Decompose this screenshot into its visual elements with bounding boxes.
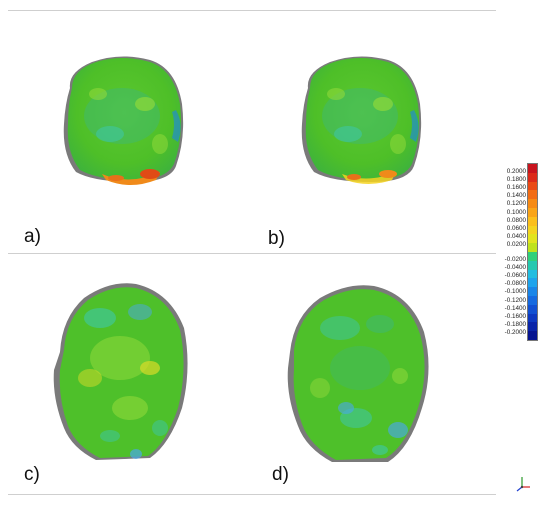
panel-a: a) [10,14,250,250]
mesh-front-view-c [53,283,188,460]
color-scale-tick-label: -0.1400 [504,304,526,312]
color-scale-segment [528,164,537,173]
color-scale-segment [528,172,537,182]
color-scale-segment [528,207,537,217]
color-scale-segment [528,278,537,288]
color-scale-tick-label: 0.1200 [506,200,526,208]
panel-label: c) [24,464,40,485]
axis-triad-icon [516,477,530,492]
color-scale-tick-label: -0.1000 [504,288,526,296]
color-scale-segment [528,287,537,296]
panel-label: a) [24,226,41,247]
color-scale-segment [528,181,537,191]
color-scale-segment [528,251,537,261]
color-scale-segment [528,190,537,200]
color-scale-tick-label: -0.0400 [504,264,526,272]
color-scale-tick-label: 0.1000 [506,208,526,216]
panel-label: d) [272,464,289,485]
color-scale-segment [528,234,537,244]
panel-label: b) [268,228,285,249]
color-scale-tick-label: 0.0200 [506,240,526,248]
color-scale-tick-label: -0.0600 [504,272,526,280]
color-scale-segment [528,295,537,305]
color-scale-segment [528,313,537,323]
color-scale-bar [527,163,538,341]
color-scale-segment [528,304,537,314]
panel-c: c) [10,258,250,492]
mesh-top-view-a [63,56,184,185]
color-scale-segment [528,225,537,235]
color-scale-tick-label: 0.2000 [506,168,526,175]
color-scale-tick-label: -0.2000 [504,328,526,336]
color-scale-tick-label: -0.1200 [504,296,526,304]
color-scale-tick-label: -0.0200 [504,256,526,263]
color-scale-tick-label: 0.0800 [506,216,526,224]
color-scale-tick-label: 0.1800 [506,176,526,184]
middle-divider [8,253,496,254]
color-scale-tick-label: 0.0400 [506,232,526,240]
panel-b: b) [250,14,490,250]
color-scale-segment [528,331,537,340]
top-divider [8,10,496,11]
color-scale-tick-label: 0.1400 [506,192,526,200]
color-scale-tick-label: 0.1600 [506,184,526,192]
panel-d: d) [250,258,490,492]
color-scale-tick-label: -0.1600 [504,312,526,320]
color-scale-segment [528,199,537,208]
mesh-front-view-d [287,285,429,462]
color-scale-segment [528,269,537,279]
mesh-surface [293,289,425,460]
color-scale-legend: 0.2000 0.1800 0.1600 0.1400 0.1200 0.1000 0.08… [501,163,549,343]
color-scale-segment [528,260,537,270]
color-scale-tick-label: -0.0800 [504,280,526,288]
color-scale-tick-label: -0.1800 [504,320,526,328]
mesh-top-view-b [301,56,422,184]
color-scale-segment [528,243,537,252]
color-scale-tick-label: 0.0600 [506,224,526,232]
bottom-divider [8,494,496,495]
color-scale-segment [528,216,537,226]
color-scale-segment [528,322,537,332]
